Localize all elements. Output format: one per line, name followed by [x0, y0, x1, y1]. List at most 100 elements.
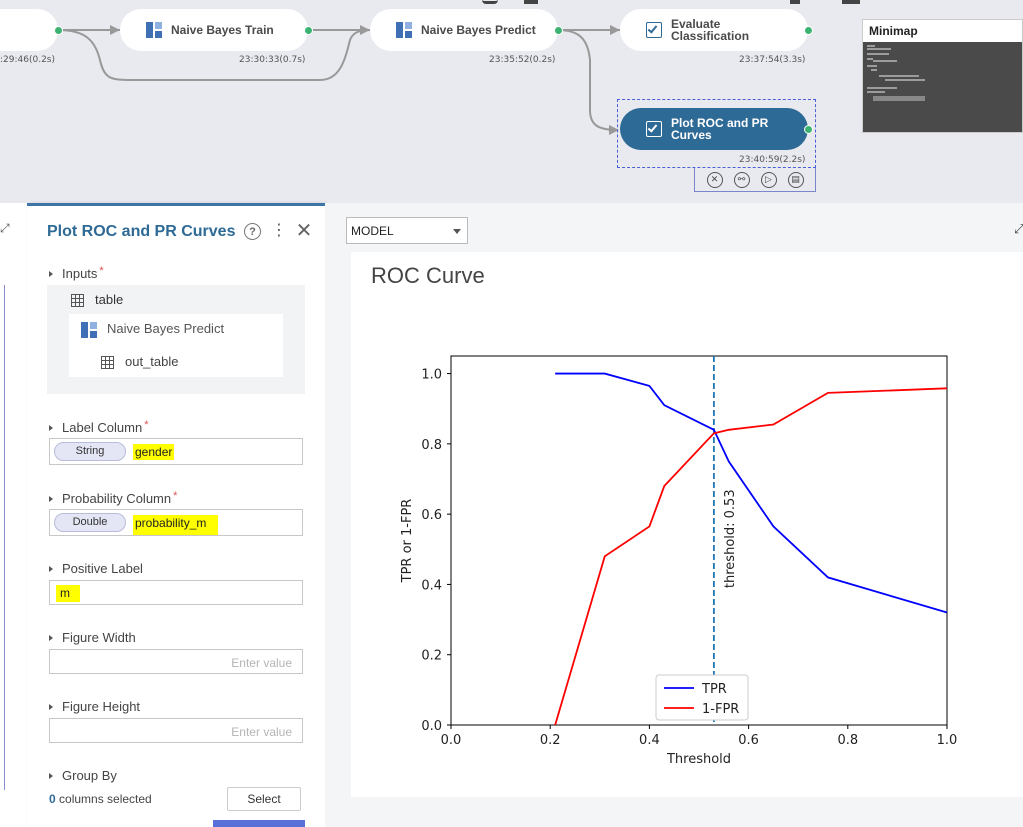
checkbox-icon [646, 121, 662, 137]
inputs-section-toggle[interactable]: Inputs * [49, 265, 104, 281]
chevron-right-icon [49, 566, 53, 572]
close-icon[interactable]: ✕ [295, 220, 313, 242]
placeholder: Enter value [231, 725, 292, 739]
positive-label-value: m [56, 585, 80, 602]
node-label: Curves [671, 128, 712, 142]
output-port[interactable] [804, 26, 813, 35]
label-column-value: gender [133, 444, 175, 460]
node-naive-bayes-train[interactable]: Naive Bayes Train [120, 9, 308, 51]
source-port-name: out_table [125, 354, 179, 369]
output-port[interactable] [804, 125, 813, 134]
output-selector[interactable]: MODEL [346, 217, 468, 244]
node-evaluate-classification[interactable]: Evaluate Classification [620, 9, 808, 51]
inputs-box: table Naive Bayes Predict out_table [47, 285, 305, 394]
y-tick-label: 0.0 [421, 719, 442, 734]
minimap-title: Minimap [863, 20, 1022, 42]
x-tick-label: 0.0 [441, 733, 462, 748]
output-port[interactable] [54, 26, 63, 35]
figure-width-input[interactable]: Enter value [49, 649, 303, 674]
workflow-canvas[interactable]: :29:46(0.2s) Naive Bayes Train 23:30:33(… [0, 0, 1023, 203]
stop-icon[interactable]: ✕ [706, 171, 723, 188]
chart-title: ROC Curve [371, 263, 485, 288]
group-by-label: Group By [49, 768, 117, 783]
output-port[interactable] [304, 26, 313, 35]
columns-count: 0 [49, 792, 56, 806]
label-column-field[interactable]: String gender [49, 438, 303, 465]
minimap-preview [867, 45, 925, 101]
minimap[interactable]: Minimap [862, 19, 1023, 133]
node-naive-bayes-predict[interactable]: Naive Bayes Predict [370, 9, 558, 51]
x-axis-label: Threshold [666, 752, 731, 767]
node-label: Naive Bayes Predict [421, 23, 536, 37]
legend-entry: 1-FPR [702, 702, 739, 717]
model-icon [396, 22, 412, 38]
node-time: 23:37:54(3.3s) [739, 55, 806, 65]
node-label: Classification [671, 29, 750, 43]
workflow-edges [57, 25, 620, 135]
node-time: :29:46(0.2s) [0, 55, 55, 65]
field-label: Label Column [62, 420, 143, 435]
probability-column-field[interactable]: Double probability_m [49, 509, 303, 536]
left-strip: ⤢ [0, 203, 27, 827]
field-label: Positive Label [62, 561, 143, 576]
chevron-right-icon [49, 773, 53, 779]
output-area: MODEL ⤢ ROC Curve 0.0 0.2 0.4 0.6 0.8 1.0 0.0 0… [325, 203, 1023, 827]
field-label: Figure Height [62, 699, 141, 714]
source-node-name: Naive Bayes Predict [107, 321, 225, 336]
chevron-right-icon [49, 635, 53, 641]
node-time: 23:35:52(0.2s) [489, 55, 556, 65]
required-marker: * [173, 490, 178, 502]
expand-icon[interactable]: ⤢ [1014, 221, 1023, 236]
type-badge: Double [54, 513, 126, 532]
x-tick-label: 0.4 [639, 733, 660, 748]
chevron-right-icon [49, 704, 53, 710]
expand-icon[interactable]: ⤢ [0, 221, 10, 235]
placeholder: Enter value [231, 656, 292, 670]
selection-outline [617, 99, 816, 168]
positive-label-label: Positive Label [49, 561, 143, 576]
columns-suffix: columns selected [55, 792, 152, 806]
positive-label-input[interactable]: m [49, 580, 303, 605]
chevron-right-icon [49, 271, 53, 277]
checkbox-icon [646, 22, 662, 38]
share-icon[interactable]: ⚯ [733, 171, 750, 188]
node-label: Plot ROC and PR [671, 116, 769, 130]
node-stub [842, 0, 860, 4]
node-label: Evaluate [671, 17, 721, 31]
node-previous[interactable] [0, 9, 58, 51]
x-tick-label: 0.2 [540, 733, 561, 748]
run-icon[interactable]: ▷ [760, 171, 777, 188]
x-tick-label: 0.8 [837, 733, 858, 748]
field-label: Probability Column [62, 491, 172, 506]
node-stub [790, 0, 800, 4]
select-columns-button[interactable]: Select [227, 787, 301, 811]
model-icon [81, 322, 98, 338]
node-stub [524, 0, 538, 4]
chevron-right-icon [49, 496, 53, 502]
figure-width-label: Figure Width [49, 630, 136, 645]
input-table-name: table [95, 292, 124, 307]
y-axis-label: TPR or 1-FPR [400, 499, 415, 584]
series-line-0 [555, 372, 948, 614]
probability-column-label: Probability Column * [49, 490, 177, 506]
y-tick-label: 0.8 [421, 438, 442, 453]
field-label: Group By [62, 768, 117, 783]
run-button[interactable] [213, 820, 305, 827]
columns-selected-text: 0 columns selected [49, 792, 152, 806]
node-stub [482, 0, 498, 4]
more-options-icon[interactable]: ⋮ [271, 222, 287, 239]
node-time: 23:30:33(0.7s) [239, 55, 306, 65]
model-icon [146, 22, 162, 38]
series-line-1 [554, 387, 948, 726]
field-label: Figure Width [62, 630, 136, 645]
y-tick-label: 0.2 [421, 649, 442, 664]
help-icon[interactable]: ? [244, 223, 261, 240]
clipboard-icon[interactable]: ▤ [787, 171, 804, 188]
figure-height-input[interactable]: Enter value [49, 718, 303, 743]
type-badge: String [54, 442, 126, 461]
settings-panel: Plot ROC and PR Curves ? ⋮ ✕ Inputs * tab… [27, 203, 325, 827]
node-plot-roc-pr[interactable]: Plot ROC and PR Curves [620, 108, 808, 150]
output-port[interactable] [554, 26, 563, 35]
required-marker: * [144, 419, 149, 431]
roc-chart: 0.0 0.2 0.4 0.6 0.8 1.0 0.0 0.2 0.4 0.6 0.8 1.0 Thre… [400, 355, 957, 767]
